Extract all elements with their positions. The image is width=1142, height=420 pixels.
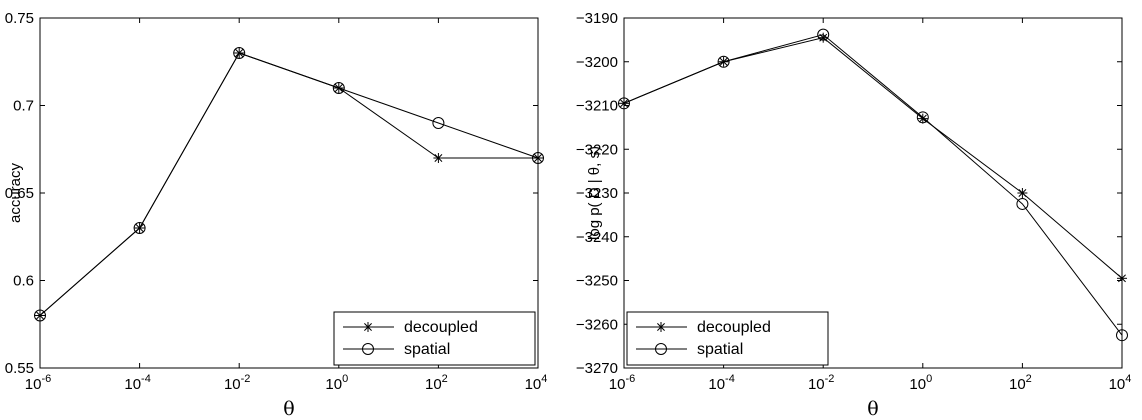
legend-label-decoupled: decoupled xyxy=(404,319,478,336)
y-tick-label: −3240 xyxy=(576,229,618,246)
y-tick-label: 0.7 xyxy=(13,98,34,115)
y-tick-label: −3210 xyxy=(576,98,618,115)
point-marker-decoupled xyxy=(433,153,444,163)
point-marker-spatial xyxy=(432,117,445,129)
x-tick-label: 104 xyxy=(1109,373,1132,393)
y-tick-label: −3270 xyxy=(576,360,618,377)
point-marker-spatial xyxy=(916,111,929,124)
x-tick-label: 102 xyxy=(1009,373,1032,393)
legend-box xyxy=(333,311,536,366)
y-tick-label: −3190 xyxy=(576,10,618,27)
chart-panel-2: 10-6 10-4 10-2 100 102 104 −3270 −3260 −3250 −324… xyxy=(576,10,1132,420)
point-marker-decoupled xyxy=(1017,188,1028,198)
x-axis-label: θ xyxy=(867,398,878,420)
x-tick-label: 102 xyxy=(425,373,448,393)
y-tick-label: −3200 xyxy=(576,54,618,71)
legend-marker-decoupled xyxy=(363,322,373,332)
chart-panel-1: 10-6 10-4 10-2 100 102 104 0.55 0.6 0.65 0.7 0.75 θ… xyxy=(5,10,548,420)
legend-marker-spatial xyxy=(655,343,667,355)
legend-marker-spatial xyxy=(362,343,374,355)
x-tick-label: 100 xyxy=(325,373,348,393)
point-marker-spatial xyxy=(233,47,246,59)
legend-label-decoupled: decoupled xyxy=(697,319,771,336)
x-tick-label: 10-4 xyxy=(124,373,150,393)
legend-label-spatial: spatial xyxy=(404,341,450,358)
series-line-decoupled xyxy=(39,52,538,316)
y-tick-label: −3260 xyxy=(576,316,618,333)
point-marker-spatial xyxy=(1116,329,1128,342)
point-marker-spatial xyxy=(133,222,146,234)
point-marker-spatial xyxy=(1016,197,1029,210)
x-tick-label: 10-6 xyxy=(25,373,51,393)
x-tick-label: 10-2 xyxy=(808,373,834,393)
point-marker-spatial xyxy=(717,55,730,68)
x-tick-label: 100 xyxy=(909,373,932,393)
y-axis-label: accuracy xyxy=(7,162,24,223)
x-tick-label: 10-4 xyxy=(708,373,734,393)
legend-box xyxy=(626,311,829,366)
series-line-spatial xyxy=(623,34,1123,336)
y-tick-label: 0.6 xyxy=(13,273,34,290)
x-tick-label: 10-2 xyxy=(224,373,250,393)
y-tick-label: 0.75 xyxy=(5,10,34,27)
y-tick-label: 0.65 xyxy=(5,185,34,202)
x-axis-label: θ xyxy=(283,398,294,420)
legend-label-spatial: spatial xyxy=(697,341,743,358)
point-marker-decoupled xyxy=(917,113,928,124)
x-tick-label: 10-6 xyxy=(609,373,635,393)
y-axis-label: log p( D | θ, s) xyxy=(586,146,603,240)
legend-marker-decoupled xyxy=(656,322,666,332)
point-marker-spatial xyxy=(332,82,345,94)
y-tick-label: 0.55 xyxy=(5,360,34,377)
x-tick-label: 104 xyxy=(525,373,548,393)
y-tick-label: −3220 xyxy=(576,141,618,158)
y-tick-label: −3230 xyxy=(576,185,618,202)
point-marker-spatial xyxy=(817,28,830,41)
point-marker-decoupled xyxy=(1117,273,1127,284)
series-line-decoupled xyxy=(623,37,1123,279)
point-marker-spatial xyxy=(34,309,46,322)
point-marker-spatial xyxy=(618,97,630,110)
legend: decoupled spatial xyxy=(333,311,536,366)
series-line-spatial xyxy=(39,52,539,316)
legend: decoupled spatial xyxy=(626,311,829,366)
point-marker-spatial xyxy=(532,152,544,164)
y-tick-label: −3250 xyxy=(576,273,618,290)
